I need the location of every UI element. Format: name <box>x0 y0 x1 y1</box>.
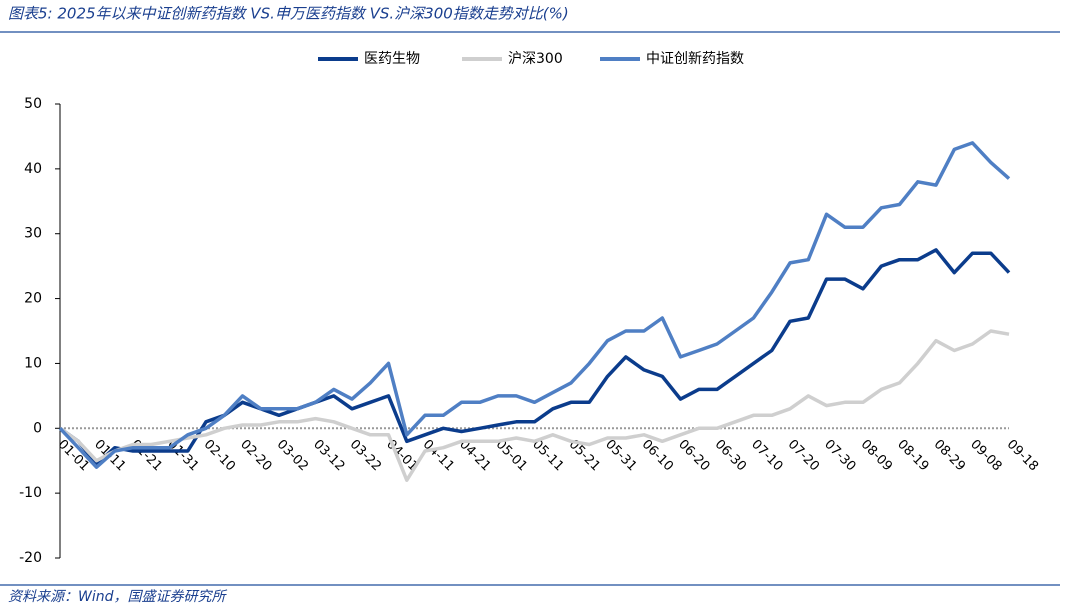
x-tick-label: 08-29 <box>931 437 968 474</box>
x-tick-label: 09-18 <box>1004 437 1041 474</box>
x-tick-label: 06-30 <box>712 437 749 474</box>
source-note: 资料来源：Wind，国盛证券研究所 <box>8 589 227 605</box>
x-tick-label: 06-10 <box>639 437 676 474</box>
y-tick-label: 30 <box>24 226 42 242</box>
legend-label: 中证创新药指数 <box>646 51 744 67</box>
y-tick-label: -10 <box>19 485 42 501</box>
x-tick-label: 06-20 <box>675 437 712 474</box>
x-tick-label: 07-10 <box>748 437 785 474</box>
x-tick-label: 04-11 <box>420 437 457 474</box>
x-tick-label: 02-20 <box>237 437 274 474</box>
legend-label: 医药生物 <box>364 51 420 67</box>
series-line <box>58 141 1011 469</box>
y-tick-label: 20 <box>24 291 42 307</box>
x-tick-label: 09-08 <box>967 437 1004 474</box>
x-tick-label: 07-20 <box>785 437 822 474</box>
x-tick-label: 03-12 <box>310 437 347 474</box>
y-tick-label: 10 <box>24 355 42 371</box>
x-tick-label: 07-30 <box>821 437 858 474</box>
series-line <box>58 329 1010 482</box>
legend-label: 沪深300 <box>508 51 563 67</box>
x-tick-label: 03-02 <box>274 437 311 474</box>
x-tick-label: 08-19 <box>894 437 931 474</box>
y-tick-label: -20 <box>19 550 42 566</box>
y-tick-label: 0 <box>33 420 42 436</box>
series-line <box>58 248 1011 466</box>
y-tick-label: 50 <box>24 96 42 112</box>
x-tick-label: 03-22 <box>347 437 384 474</box>
chart-title: 图表5: 2025年以来中证创新药指数 VS.申万医药指数 VS.沪深300指数… <box>8 5 569 23</box>
x-tick-label: 05-31 <box>602 437 639 474</box>
x-tick-label: 08-09 <box>858 437 895 474</box>
x-tick-label: 02-10 <box>201 437 238 474</box>
y-tick-label: 40 <box>24 161 42 177</box>
